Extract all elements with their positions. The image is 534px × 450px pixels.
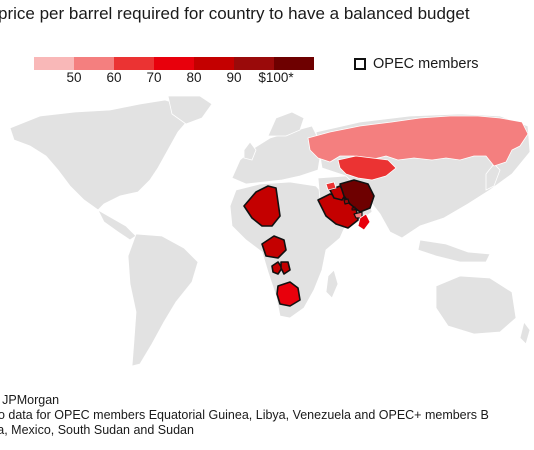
world-map: [9, 96, 531, 367]
greenland: [167, 96, 213, 125]
opec-legend-label: OPEC members: [373, 56, 479, 72]
footnote-line-1: : No data for OPEC members Equatorial Gu…: [0, 408, 489, 422]
legend-swatch: [154, 57, 194, 70]
azerbaijan-shape: [325, 181, 337, 191]
legend-tick-label: 60: [106, 70, 122, 85]
legend-tick-label: 50: [66, 70, 82, 85]
south-america: [127, 233, 199, 367]
iran-shape: [339, 179, 375, 213]
bahrain-shape: [351, 206, 356, 211]
legend-swatch: [74, 57, 114, 70]
congo-shape: [280, 261, 291, 275]
legend-swatch: [114, 57, 154, 70]
kazakhstan-shape: [337, 155, 397, 181]
legend-swatch: [274, 57, 314, 70]
central-america: [97, 208, 137, 241]
uk: [243, 141, 257, 161]
nigeria-shape: [261, 235, 287, 259]
chart-notes: ce: JPMorgan : No data for OPEC members …: [0, 393, 489, 438]
russia-shape: [307, 115, 529, 167]
legend-swatch: [34, 57, 74, 70]
madagascar: [325, 269, 339, 299]
legend-tick-label: 70: [146, 70, 162, 85]
japan: [485, 163, 501, 191]
color-scale-legend: [34, 57, 314, 70]
opec-legend: OPEC members: [354, 56, 479, 72]
australia: [435, 275, 517, 335]
legend-tick-label: 80: [186, 70, 202, 85]
oman-shape: [357, 213, 371, 231]
footnote-line-2: ysia, Mexico, South Sudan and Sudan: [0, 423, 194, 437]
kuwait-shape: [343, 198, 350, 205]
southeast-asia-islands: [417, 239, 491, 263]
north-america: [9, 99, 191, 211]
algeria-shape: [243, 185, 281, 227]
opec-outline-key: [354, 58, 366, 70]
chart-title: price per barrel required for country to…: [0, 4, 470, 23]
legend-swatch: [234, 57, 274, 70]
source-note: ce: JPMorgan: [0, 393, 60, 407]
legend-tick-label: $100*: [258, 70, 294, 85]
legend-tick-label: 90: [226, 70, 242, 85]
legend-swatch: [194, 57, 234, 70]
new-zealand: [519, 321, 531, 345]
gabon-shape: [271, 261, 283, 275]
angola-shape: [276, 281, 301, 307]
scandinavia: [267, 111, 305, 137]
